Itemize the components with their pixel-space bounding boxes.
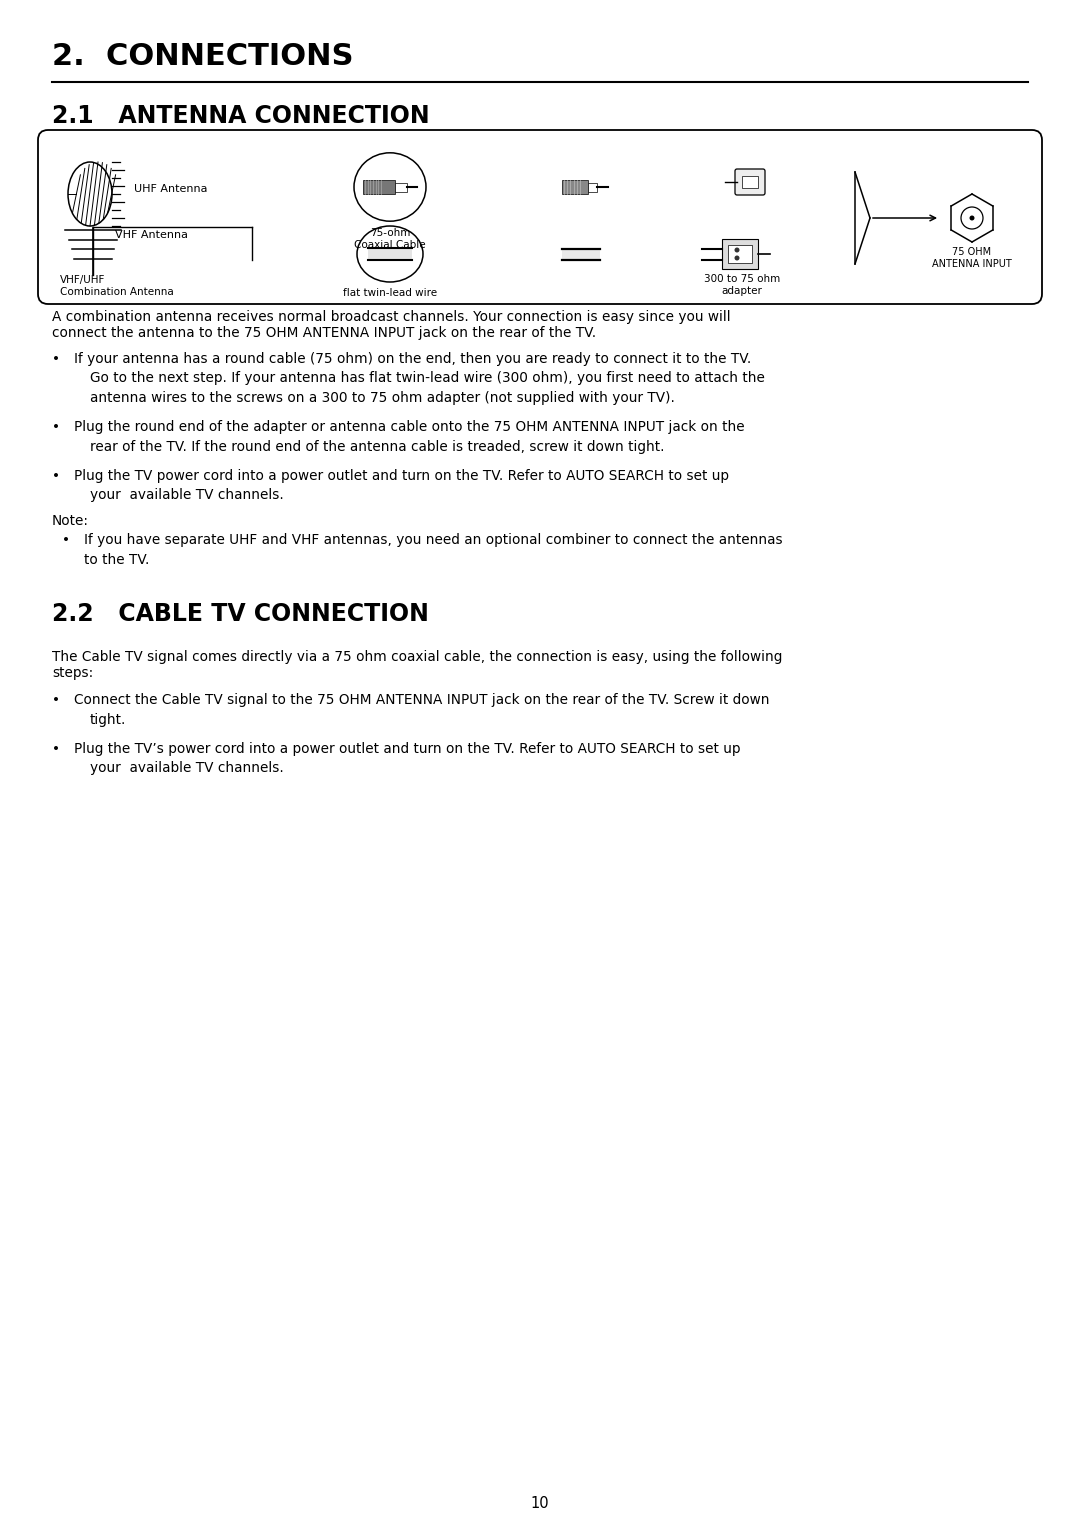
Bar <box>363 179 395 195</box>
Text: tight.: tight. <box>90 712 126 726</box>
Text: antenna wires to the screws on a 300 to 75 ohm adapter (not supplied with your T: antenna wires to the screws on a 300 to … <box>90 391 675 404</box>
Bar <box>742 176 758 188</box>
Text: VHF/UHF
Combination Antenna: VHF/UHF Combination Antenna <box>60 276 174 297</box>
Circle shape <box>734 256 740 260</box>
Text: 75-ohm
Coaxial Cable: 75-ohm Coaxial Cable <box>354 228 426 250</box>
Circle shape <box>970 216 974 221</box>
Text: •: • <box>52 352 60 366</box>
FancyBboxPatch shape <box>735 169 765 195</box>
Text: 2.2   CABLE TV CONNECTION: 2.2 CABLE TV CONNECTION <box>52 602 429 625</box>
Text: 2.  CONNECTIONS: 2. CONNECTIONS <box>52 41 353 70</box>
Text: Plug the TV power cord into a power outlet and turn on the TV. Refer to AUTO SEA: Plug the TV power cord into a power outl… <box>75 469 729 483</box>
Text: VHF Antenna: VHF Antenna <box>114 230 188 241</box>
Text: A combination antenna receives normal broadcast channels. Your connection is eas: A combination antenna receives normal br… <box>52 309 731 340</box>
Text: to the TV.: to the TV. <box>84 553 149 567</box>
Bar <box>562 179 588 195</box>
Text: •: • <box>52 469 60 483</box>
Text: rear of the TV. If the round end of the antenna cable is treaded, screw it down : rear of the TV. If the round end of the … <box>90 440 664 453</box>
Text: Go to the next step. If your antenna has flat twin-lead wire (300 ohm), you firs: Go to the next step. If your antenna has… <box>90 371 765 386</box>
Text: Plug the TV’s power cord into a power outlet and turn on the TV. Refer to AUTO S: Plug the TV’s power cord into a power ou… <box>75 741 741 755</box>
Text: Connect the Cable TV signal to the 75 OHM ANTENNA INPUT jack on the rear of the : Connect the Cable TV signal to the 75 OH… <box>75 692 769 708</box>
Bar <box>588 182 597 192</box>
Text: If your antenna has a round cable (75 ohm) on the end, then you are ready to con: If your antenna has a round cable (75 oh… <box>75 352 752 366</box>
Text: 10: 10 <box>530 1497 550 1512</box>
Text: The Cable TV signal comes directly via a 75 ohm coaxial cable, the connection is: The Cable TV signal comes directly via a… <box>52 650 782 680</box>
Text: flat twin-lead wire: flat twin-lead wire <box>343 288 437 299</box>
Circle shape <box>734 248 740 253</box>
FancyBboxPatch shape <box>38 130 1042 303</box>
Text: 300 to 75 ohm
adapter: 300 to 75 ohm adapter <box>704 274 780 296</box>
Text: your  available TV channels.: your available TV channels. <box>90 761 284 775</box>
Text: UHF Antenna: UHF Antenna <box>134 184 207 195</box>
Text: •: • <box>52 420 60 434</box>
Text: •: • <box>62 533 70 547</box>
Text: Plug the round end of the adapter or antenna cable onto the 75 OHM ANTENNA INPUT: Plug the round end of the adapter or ant… <box>75 420 744 434</box>
Bar <box>728 245 752 264</box>
Text: •: • <box>52 741 60 755</box>
Text: If you have separate UHF and VHF antennas, you need an optional combiner to conn: If you have separate UHF and VHF antenna… <box>84 533 783 547</box>
Bar <box>723 239 758 270</box>
Text: Note:: Note: <box>52 513 89 529</box>
Text: your  available TV channels.: your available TV channels. <box>90 489 284 502</box>
Text: •: • <box>52 692 60 708</box>
Text: 2.1   ANTENNA CONNECTION: 2.1 ANTENNA CONNECTION <box>52 104 430 129</box>
Text: 75 OHM
ANTENNA INPUT: 75 OHM ANTENNA INPUT <box>932 247 1012 268</box>
Bar <box>368 248 411 260</box>
Bar <box>395 182 407 192</box>
Bar <box>562 248 600 259</box>
